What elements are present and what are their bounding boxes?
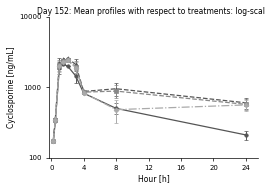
Title: Day 152: Mean profiles with respect to treatments: log-scale: Day 152: Mean profiles with respect to t… bbox=[37, 7, 265, 16]
X-axis label: Hour [h]: Hour [h] bbox=[138, 174, 169, 183]
Y-axis label: Cyclosporine [ng/mL]: Cyclosporine [ng/mL] bbox=[7, 46, 16, 128]
